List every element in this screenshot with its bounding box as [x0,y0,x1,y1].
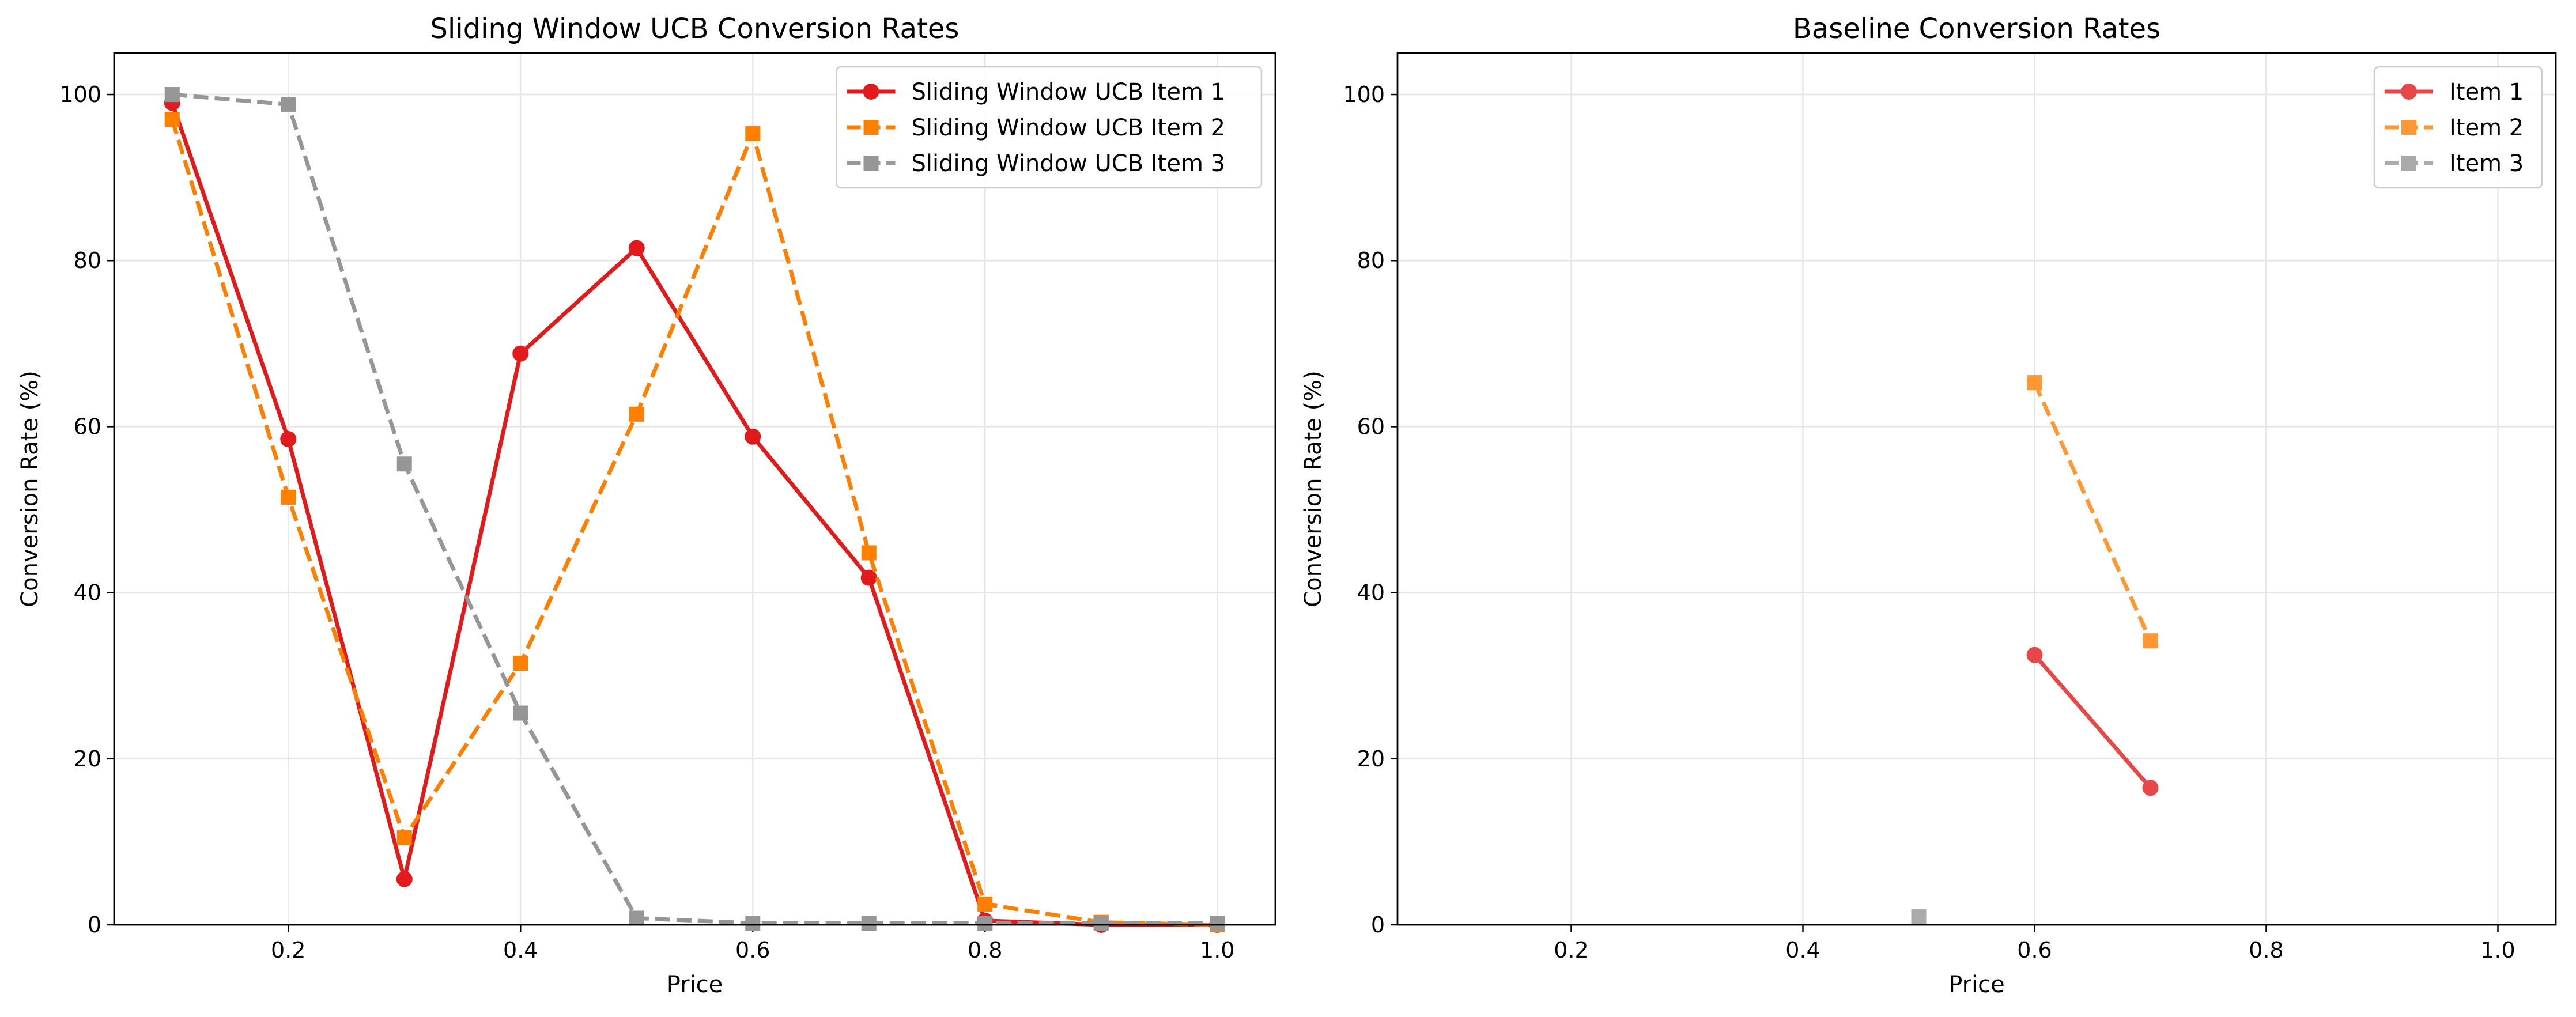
data-point [280,431,297,448]
series-line [172,92,1218,925]
legend: Sliding Window UCB Item 1 Sliding Window … [836,66,1263,189]
legend-label: Item 1 [2449,79,2524,105]
series-item-3 [1911,909,1927,924]
x-tick-label: 0.4 [503,937,538,963]
data-point [745,126,761,141]
data-point [281,97,296,112]
series-sliding-window-ucb-item-1 [164,94,1226,933]
x-tick-label: 0.2 [1554,937,1588,963]
data-point [164,87,180,103]
axes-frame [1396,52,2557,926]
data-point [512,345,529,362]
series-item-2 [2027,375,2158,649]
legend-label: Item 3 [2449,150,2524,177]
chart-title: Baseline Conversion Rates [1793,13,2160,45]
series-item-1 [2026,647,2159,796]
data-point [2142,780,2159,796]
chart-panel-sliding-window-ucb: Sliding Window UCB Conversion Rates Pric… [17,13,1276,998]
legend-marker [863,120,879,135]
legend-marker [863,84,879,100]
legend-entry [847,156,896,171]
x-tick-label: 1.0 [1200,937,1234,963]
series-sliding-window-ucb-item-3 [164,87,1225,931]
data-point [396,456,412,472]
legend-entry [847,84,896,100]
data-point [628,240,645,256]
legend-marker [863,156,879,171]
data-point [2027,375,2042,391]
legend-marker [2401,156,2416,171]
series-line [2033,653,2152,789]
data-point [977,896,993,912]
data-point [861,545,877,561]
axes-frame [113,52,1276,926]
y-axis-label: Conversion Rate (%) [1300,370,1327,607]
legend-entry [2385,156,2433,171]
y-tick-label: 40 [1357,580,1385,606]
data-point [513,705,528,721]
legend-entry [847,120,896,135]
data-point [281,489,296,505]
legend-marker [2401,84,2417,100]
data-point [629,406,644,422]
data-point [861,916,877,931]
data-point [745,428,761,445]
x-tick-label: 0.8 [2249,937,2283,963]
x-tick-label: 1.0 [2480,937,2515,963]
x-axis-label: Price [1948,971,2005,998]
data-point [1093,916,1109,931]
legend-label: Item 2 [2449,115,2524,141]
y-tick-label: 60 [1357,414,1385,439]
x-tick-label: 0.4 [1785,937,1820,963]
data-point [860,569,877,586]
legend-label: Sliding Window UCB Item 1 [912,79,1226,105]
y-tick-label: 80 [1357,248,1385,273]
data-point [1911,909,1927,924]
x-tick-label: 0.6 [735,937,770,963]
data-point [513,656,528,671]
x-tick-label: 0.8 [968,937,1002,963]
y-tick-label: 0 [88,912,101,937]
legend-box [836,66,1263,189]
legend: Item 1 Item 2 Item 3 [2373,66,2543,189]
y-tick-label: 100 [59,82,101,107]
y-tick-label: 20 [1357,746,1385,772]
y-tick-label: 40 [74,580,101,606]
legend-entry [2385,84,2433,100]
data-point [977,916,993,931]
x-axis-label: Price [667,971,723,998]
data-point [629,910,644,926]
legend-entry [2385,120,2433,135]
series-line [2033,381,2152,642]
legend-label: Sliding Window UCB Item 2 [912,115,1226,141]
y-axis-label: Conversion Rate (%) [17,370,43,607]
data-point [396,871,413,887]
series-sliding-window-ucb-item-2 [164,112,1225,932]
chart-title: Sliding Window UCB Conversion Rates [430,13,960,45]
y-tick-label: 100 [1343,82,1385,107]
y-tick-label: 80 [74,248,101,273]
y-tick-label: 60 [74,414,101,439]
data-point [2026,647,2043,663]
chart-panel-baseline: Baseline Conversion Rates Price Conversi… [1300,13,2557,998]
data-point [1210,916,1225,931]
data-point [745,916,761,931]
y-tick-label: 20 [74,746,101,772]
data-point [396,830,412,845]
legend-marker [2401,120,2416,135]
series-line [170,119,1218,927]
legend-label: Sliding Window UCB Item 3 [912,150,1226,177]
y-tick-label: 0 [1371,912,1385,937]
x-tick-label: 0.2 [271,937,305,963]
x-tick-label: 0.6 [2017,937,2052,963]
data-point [164,112,180,127]
data-point [2143,633,2158,649]
